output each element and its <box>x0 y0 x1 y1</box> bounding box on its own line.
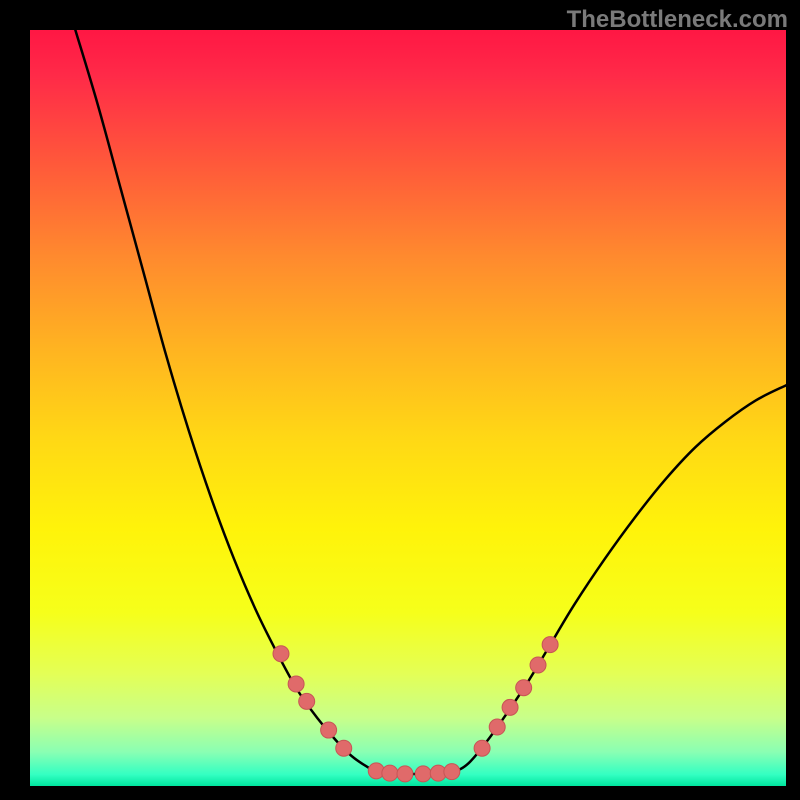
data-marker <box>415 766 431 782</box>
data-marker <box>444 764 460 780</box>
data-marker <box>474 740 490 756</box>
data-marker <box>299 693 315 709</box>
plot-area <box>30 30 786 786</box>
data-marker <box>489 719 505 735</box>
gradient-background <box>30 30 786 786</box>
plot-svg <box>30 30 786 786</box>
data-marker <box>542 637 558 653</box>
data-marker <box>273 646 289 662</box>
data-marker <box>502 699 518 715</box>
figure-root: TheBottleneck.com <box>0 0 800 800</box>
data-marker <box>382 765 398 781</box>
data-marker <box>397 766 413 782</box>
data-marker <box>321 722 337 738</box>
data-marker <box>336 740 352 756</box>
data-marker <box>288 676 304 692</box>
data-marker <box>516 680 532 696</box>
data-marker <box>530 657 546 673</box>
